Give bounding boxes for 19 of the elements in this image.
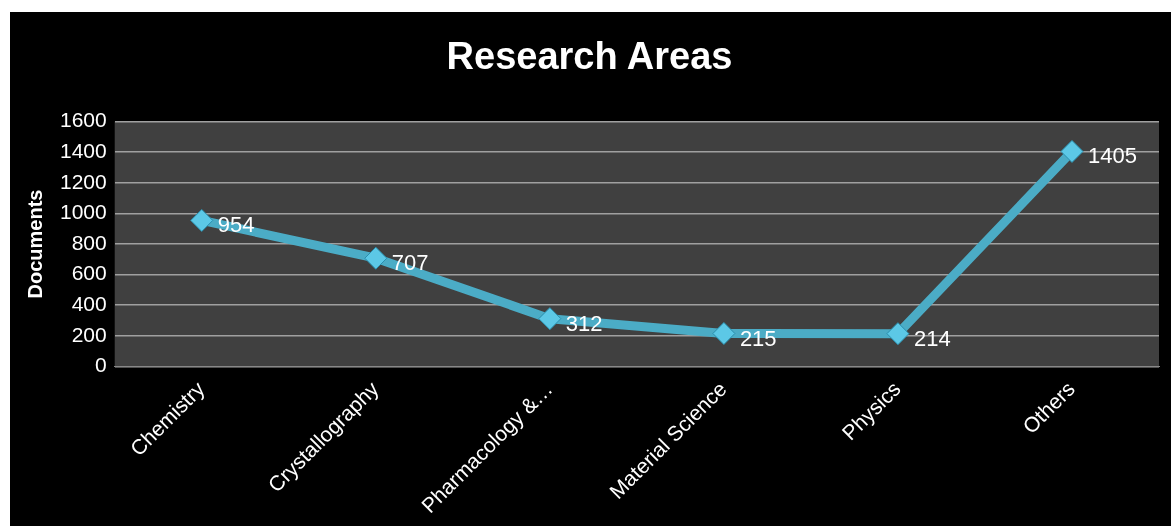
data-label: 1405: [1087, 143, 1137, 169]
y-tick-label: 1200: [60, 169, 107, 193]
y-tick-label: 1600: [60, 108, 107, 132]
y-tick-label: 1000: [60, 200, 107, 224]
y-tick-label: 200: [71, 322, 107, 346]
y-tick-label: 600: [71, 261, 107, 285]
y-axis-title: Documents: [23, 189, 46, 299]
point: [712, 321, 736, 345]
chart-title: Research Areas: [446, 35, 733, 78]
y-tick-label: 800: [71, 230, 107, 254]
point: [364, 246, 388, 270]
y-tick-label: 0: [95, 353, 107, 377]
y-tick-label: 400: [71, 291, 107, 315]
point: [1060, 139, 1084, 163]
y-tick-label: 1400: [60, 138, 107, 162]
data-label: 214: [913, 325, 951, 351]
point: [886, 322, 910, 346]
point: [538, 307, 562, 331]
point: [190, 208, 214, 232]
